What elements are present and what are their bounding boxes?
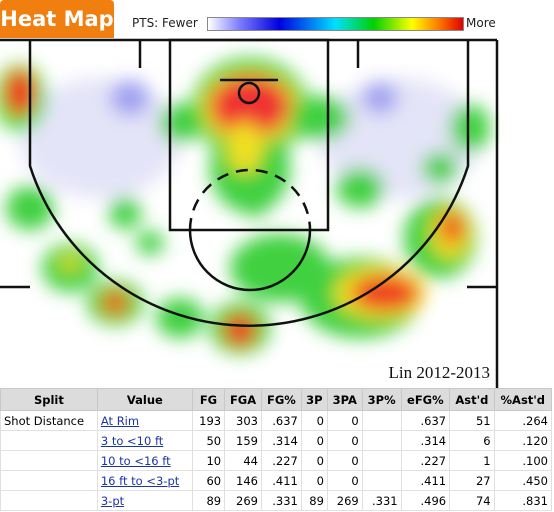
- table-cell: .450: [493, 470, 553, 491]
- table-row: 10 to <16 ft 10 44.227 0 0.227 1.100: [0, 450, 553, 471]
- table-cell: .227: [261, 450, 302, 471]
- table-cell: 0: [300, 430, 328, 451]
- table-cell: 1: [449, 450, 495, 471]
- table-cell: 0: [300, 470, 328, 491]
- split-link[interactable]: At Rim: [100, 413, 140, 428]
- table-cell: 269: [326, 490, 363, 511]
- split-link[interactable]: 10 to <16 ft: [100, 453, 171, 468]
- table-cell: 60: [191, 470, 226, 491]
- header-row: Split Value FG FGA FG% 3P 3PA 3P% eFG% Ast'd %Ast'…: [0, 388, 553, 411]
- table-cell: 159: [224, 430, 262, 451]
- table-cell: 0: [326, 430, 363, 451]
- table-cell: 269: [224, 490, 262, 511]
- table-cell: 3 to <10 ft: [96, 430, 193, 451]
- table-cell: 27: [449, 470, 495, 491]
- table-cell: [361, 430, 402, 451]
- table-cell: .331: [261, 490, 302, 511]
- court-label: Lin 2012-2013: [388, 363, 490, 382]
- table-cell: 0: [300, 410, 328, 431]
- table-cell: .411: [261, 470, 302, 491]
- table-cell: Shot Distance: [0, 410, 98, 431]
- column-header: Value: [96, 388, 193, 411]
- table-cell: 74: [449, 490, 495, 511]
- table-cell: 89: [300, 490, 328, 511]
- table-cell: 10: [191, 450, 226, 471]
- court-lines: [0, 38, 499, 388]
- court: Lin 2012-2013: [0, 38, 500, 388]
- table-cell: 89: [191, 490, 226, 511]
- column-header: Split: [0, 388, 98, 411]
- table-cell: 0: [326, 410, 363, 431]
- table-cell: [0, 450, 98, 471]
- table-cell: .100: [493, 450, 553, 471]
- column-header: FG: [191, 388, 226, 411]
- table-cell: 6: [449, 430, 495, 451]
- table-cell: 10 to <16 ft: [96, 450, 193, 471]
- table-row: 3 to <10 ft 50 159.314 0 0.314 6.120: [0, 430, 553, 451]
- table-cell: .120: [493, 430, 553, 451]
- table-cell: .496: [400, 490, 451, 511]
- table-cell: At Rim: [96, 410, 193, 431]
- legend-fewer: PTS: Fewer: [132, 16, 198, 30]
- table-cell: [361, 470, 402, 491]
- column-header: 3PA: [326, 388, 363, 411]
- column-header: %Ast'd: [493, 388, 553, 411]
- table-cell: 16 ft to <3-pt: [96, 470, 193, 491]
- column-header: eFG%: [400, 388, 451, 411]
- split-link[interactable]: 3-pt: [100, 493, 125, 508]
- split-link[interactable]: 16 ft to <3-pt: [100, 473, 180, 488]
- table-cell: 193: [191, 410, 226, 431]
- table-cell: .264: [493, 410, 553, 431]
- legend-more: More: [466, 16, 496, 30]
- table-cell: [361, 410, 402, 431]
- table-cell: [0, 430, 98, 451]
- table-cell: 0: [326, 450, 363, 471]
- column-header: 3P%: [361, 388, 402, 411]
- table-cell: .227: [400, 450, 451, 471]
- table-cell: .831: [493, 490, 553, 511]
- table-cell: 0: [326, 470, 363, 491]
- table-cell: .637: [400, 410, 451, 431]
- table-cell: 146: [224, 470, 262, 491]
- heat-map-tab[interactable]: Heat Map: [0, 0, 114, 38]
- table-cell: .314: [400, 430, 451, 451]
- split-link[interactable]: 3 to <10 ft: [100, 433, 164, 448]
- stats-table: Split Value FG FGA FG% 3P 3PA 3P% eFG% Ast'd %Ast'…: [0, 388, 553, 511]
- table-cell: [0, 490, 98, 511]
- table-cell: .411: [400, 470, 451, 491]
- table-cell: .331: [361, 490, 402, 511]
- column-header: 3P: [300, 388, 328, 411]
- table-cell: 303: [224, 410, 262, 431]
- table-cell: 51: [449, 410, 495, 431]
- table-row: 16 ft to <3-pt 60 146.411 0 0.411 27.450: [0, 470, 553, 491]
- table-row: 3-pt 89 269.331 89 269.331.496 74.831: [0, 490, 553, 511]
- column-header: FGA: [224, 388, 262, 411]
- table-cell: 3-pt: [96, 490, 193, 511]
- legend-gradient: [207, 17, 464, 31]
- column-header: FG%: [261, 388, 302, 411]
- table-cell: 44: [224, 450, 262, 471]
- table-cell: 50: [191, 430, 226, 451]
- table-row: Shot Distance At Rim 193 303.637 0 0.637 51.26…: [0, 410, 553, 431]
- table-cell: .314: [261, 430, 302, 451]
- table-cell: [0, 470, 98, 491]
- column-header: Ast'd: [449, 388, 495, 411]
- table-cell: 0: [300, 450, 328, 471]
- table-cell: [361, 450, 402, 471]
- table-cell: .637: [261, 410, 302, 431]
